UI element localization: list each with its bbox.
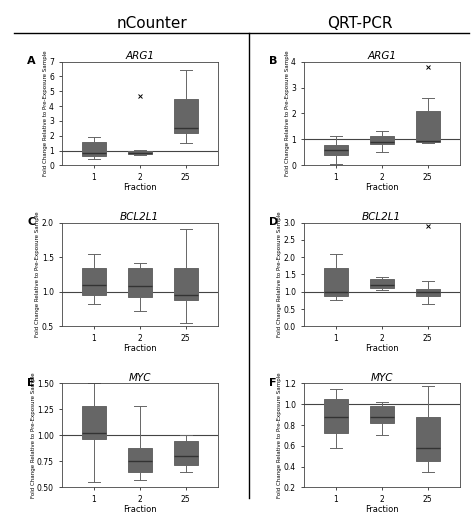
PathPatch shape (416, 111, 439, 142)
PathPatch shape (82, 143, 106, 156)
Text: A: A (27, 56, 36, 66)
X-axis label: Fraction: Fraction (123, 344, 156, 353)
PathPatch shape (370, 406, 393, 423)
Text: nCounter: nCounter (116, 15, 187, 31)
PathPatch shape (173, 98, 198, 133)
PathPatch shape (370, 135, 393, 144)
Title: BCL2L1: BCL2L1 (362, 212, 401, 222)
Y-axis label: Fold Change Relative to Pre-Exposure Sample: Fold Change Relative to Pre-Exposure Sam… (43, 51, 48, 176)
X-axis label: Fraction: Fraction (365, 184, 399, 192)
PathPatch shape (128, 268, 152, 298)
Text: F: F (269, 378, 277, 388)
Y-axis label: Fold Change Relative to Pre-Exposure Sample: Fold Change Relative to Pre-Exposure Sam… (31, 372, 36, 498)
Y-axis label: Fold Change Relative to Pre-Exposure Sample: Fold Change Relative to Pre-Exposure Sam… (36, 212, 40, 337)
Y-axis label: Fold Change Relative to Pre-Exposure Sample: Fold Change Relative to Pre-Exposure Sam… (285, 51, 290, 176)
X-axis label: Fraction: Fraction (123, 184, 156, 192)
Text: D: D (269, 218, 279, 227)
Title: MYC: MYC (371, 373, 393, 383)
Title: MYC: MYC (128, 373, 151, 383)
PathPatch shape (324, 145, 348, 154)
Text: B: B (269, 56, 278, 66)
PathPatch shape (128, 448, 152, 472)
Text: QRT-PCR: QRT-PCR (328, 15, 393, 31)
Title: ARG1: ARG1 (367, 51, 396, 61)
PathPatch shape (82, 268, 106, 295)
Title: BCL2L1: BCL2L1 (120, 212, 159, 222)
PathPatch shape (416, 417, 439, 461)
PathPatch shape (416, 289, 439, 296)
PathPatch shape (173, 268, 198, 300)
PathPatch shape (173, 441, 198, 464)
X-axis label: Fraction: Fraction (123, 505, 156, 513)
Y-axis label: Fold Change Relative to Pre-Exposure Sample: Fold Change Relative to Pre-Exposure Sam… (277, 372, 283, 498)
PathPatch shape (370, 279, 393, 288)
PathPatch shape (324, 399, 348, 433)
Y-axis label: Fold Change Relative to Pre-Exposure Sample: Fold Change Relative to Pre-Exposure Sam… (277, 212, 283, 337)
Text: C: C (27, 218, 36, 227)
X-axis label: Fraction: Fraction (365, 505, 399, 513)
Text: E: E (27, 378, 35, 388)
PathPatch shape (128, 151, 152, 154)
X-axis label: Fraction: Fraction (365, 344, 399, 353)
PathPatch shape (82, 406, 106, 439)
PathPatch shape (324, 268, 348, 296)
Title: ARG1: ARG1 (125, 51, 154, 61)
